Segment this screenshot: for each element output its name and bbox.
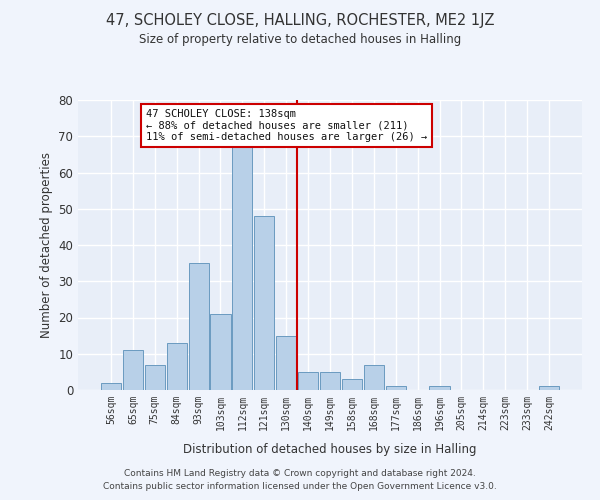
Bar	[188, 263, 209, 390]
Bar	[232, 144, 253, 390]
Bar	[276, 336, 296, 390]
Bar	[101, 383, 121, 390]
Bar	[254, 216, 274, 390]
Bar	[342, 379, 362, 390]
Bar	[211, 314, 230, 390]
Text: 47, SCHOLEY CLOSE, HALLING, ROCHESTER, ME2 1JZ: 47, SCHOLEY CLOSE, HALLING, ROCHESTER, M…	[106, 12, 494, 28]
Bar	[298, 372, 318, 390]
Text: Contains HM Land Registry data © Crown copyright and database right 2024.: Contains HM Land Registry data © Crown c…	[124, 468, 476, 477]
Bar	[320, 372, 340, 390]
Bar	[386, 386, 406, 390]
Bar	[145, 364, 165, 390]
Bar	[167, 343, 187, 390]
Bar	[364, 364, 384, 390]
Bar	[430, 386, 449, 390]
Text: Size of property relative to detached houses in Halling: Size of property relative to detached ho…	[139, 32, 461, 46]
Y-axis label: Number of detached properties: Number of detached properties	[40, 152, 53, 338]
Text: Contains public sector information licensed under the Open Government Licence v3: Contains public sector information licen…	[103, 482, 497, 491]
Text: 47 SCHOLEY CLOSE: 138sqm
← 88% of detached houses are smaller (211)
11% of semi-: 47 SCHOLEY CLOSE: 138sqm ← 88% of detach…	[146, 109, 427, 142]
Bar	[539, 386, 559, 390]
Text: Distribution of detached houses by size in Halling: Distribution of detached houses by size …	[183, 442, 477, 456]
Bar	[123, 350, 143, 390]
